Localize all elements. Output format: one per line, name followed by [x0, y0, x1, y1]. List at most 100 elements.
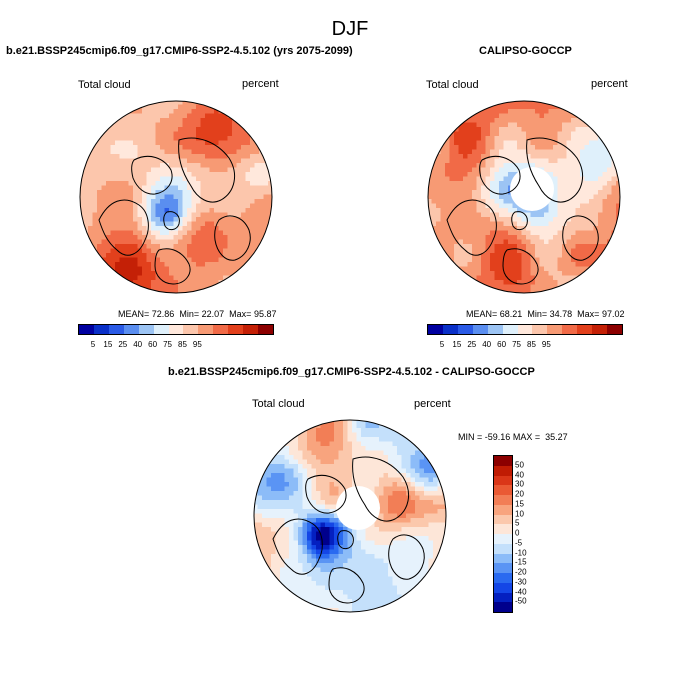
map-cell [459, 294, 464, 299]
map-cell [257, 513, 263, 519]
map-cell [164, 244, 170, 250]
map-cell [406, 450, 412, 456]
map-cell [271, 437, 277, 443]
map-cell [218, 248, 224, 254]
map-cell [539, 140, 545, 146]
map-cell [589, 235, 595, 241]
map-cell [580, 244, 586, 250]
map-cell [419, 504, 425, 510]
map-cell [187, 190, 193, 196]
map-cell [259, 275, 265, 281]
map-cell [485, 154, 491, 160]
map-cell [124, 248, 130, 254]
map-cell [361, 446, 367, 452]
map-cell [445, 140, 451, 146]
map-cell [521, 158, 527, 164]
map-cell [293, 509, 299, 515]
map-cell [205, 127, 211, 133]
map-cell [361, 473, 367, 479]
map-cell [106, 163, 112, 169]
map-cell [428, 262, 433, 268]
map-cell [273, 231, 278, 236]
map-cell [173, 266, 179, 272]
map-cell [494, 217, 500, 223]
map-cell [397, 518, 403, 524]
map-cell [262, 420, 268, 425]
map-cell [602, 158, 608, 164]
map-cell [92, 244, 98, 250]
map-cell [436, 194, 442, 200]
map-cell [338, 468, 344, 474]
map-cell [182, 262, 188, 268]
map-cell [571, 131, 577, 137]
map-cell [218, 194, 224, 200]
map-cell [151, 253, 157, 259]
map-cell [575, 289, 581, 293]
map-cell [343, 455, 349, 461]
map-cell [250, 154, 256, 160]
map-cell [472, 226, 478, 232]
map-cell [259, 248, 265, 254]
map-cell [80, 262, 85, 268]
map-cell [97, 167, 103, 173]
map-cell [441, 294, 446, 299]
map-cell [263, 185, 269, 191]
map-cell [273, 271, 278, 276]
map-cell [436, 199, 442, 205]
map-cell [621, 181, 626, 186]
map-cell [476, 271, 482, 277]
map-cell [598, 203, 604, 209]
map-cell [137, 172, 143, 178]
map-cell [88, 280, 94, 286]
map-cell [192, 294, 197, 299]
map-cell [182, 248, 188, 254]
map-cell [490, 235, 496, 241]
map-cell [580, 185, 586, 191]
map-cell [88, 163, 94, 169]
map-cell [406, 486, 412, 492]
map-cell [196, 167, 202, 173]
map-cell [106, 140, 112, 146]
map-cell [508, 244, 514, 250]
map-cell [508, 194, 514, 200]
map-cell [512, 149, 518, 155]
map-cell [227, 226, 233, 232]
map-cell [124, 203, 130, 209]
map-cell [273, 123, 278, 128]
map-cell [517, 257, 523, 263]
map-cell [440, 289, 446, 293]
colorbar-swatch [457, 325, 473, 334]
map-cell [607, 235, 613, 241]
map-cell [557, 289, 563, 293]
map-cell [566, 217, 572, 223]
map-cell [431, 194, 437, 200]
map-cell [187, 104, 193, 110]
map-cell [557, 122, 563, 128]
map-cell [419, 486, 425, 492]
map-cell [137, 262, 143, 268]
map-cell [106, 181, 112, 187]
map-cell [526, 244, 532, 250]
map-cell [584, 154, 590, 160]
map-cell [115, 140, 121, 146]
map-cell [80, 248, 85, 254]
map-cell [589, 208, 595, 214]
map-cell [530, 158, 536, 164]
map-cell [589, 136, 595, 142]
map-cell [273, 150, 278, 155]
map-cell [275, 441, 281, 447]
map-cell [205, 181, 211, 187]
map-cell [442, 450, 446, 456]
map-cell [275, 482, 281, 488]
map-cell [263, 244, 269, 250]
map-cell [155, 253, 161, 259]
map-cell [101, 212, 107, 218]
map-cell [499, 226, 505, 232]
map-cell [164, 154, 170, 160]
map-cell [458, 163, 464, 169]
map-cell [257, 495, 263, 501]
map-cell [160, 185, 166, 191]
map-cell [458, 131, 464, 137]
map-cell [490, 226, 496, 232]
map-cell [512, 289, 518, 293]
